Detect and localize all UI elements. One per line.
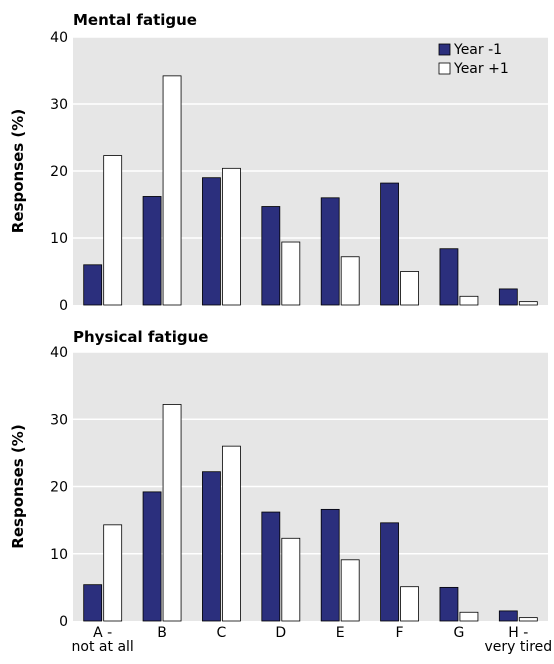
panel2-bar-year-plus1-2 — [222, 445, 241, 622]
panel1-legend-label-year-plus1: Year +1 — [453, 61, 509, 77]
panel2-category-label-0-line2: not at all — [72, 639, 134, 655]
panel2-ylabel: Responses (%) — [9, 424, 27, 548]
panel2-bar-year-plus1-5 — [400, 586, 419, 622]
panel1-bar-year-minus1-1 — [142, 196, 162, 306]
panel1-bar-year-plus1-0 — [103, 155, 123, 306]
panel2-category-label-6: G — [454, 625, 465, 641]
panel2-category-label-4: E — [336, 625, 345, 641]
panel2-category-label-0-line1: A - — [93, 625, 112, 641]
panel1-bar-year-plus1-1 — [162, 75, 182, 306]
panel1-bar-year-minus1-6 — [439, 248, 459, 306]
panel2-ytick-label-0: 0 — [59, 614, 68, 630]
panel1-bar-year-minus1-7 — [498, 288, 518, 306]
panel2-bar-year-minus1-0 — [83, 584, 103, 622]
panel1-bar-year-plus1-7 — [518, 301, 538, 306]
panel2-ytick-label-40: 40 — [50, 345, 68, 361]
panel2-ytick-label-10: 10 — [50, 547, 68, 563]
panel1-bar-year-minus1-2 — [202, 177, 221, 306]
panel1-bar-year-plus1-6 — [459, 295, 479, 306]
panel2-bar-year-plus1-3 — [281, 537, 301, 622]
panel2-bar-year-minus1-7 — [498, 610, 518, 622]
panel1-legend-label-year-minus1: Year -1 — [453, 42, 502, 58]
panel1-ytick-label-0: 0 — [59, 298, 68, 314]
panel2-category-label-1: B — [157, 625, 167, 641]
panel1-ytick-label-40: 40 — [50, 30, 68, 46]
panel1-ylabel: Responses (%) — [9, 109, 27, 233]
panel1-bar-year-plus1-3 — [281, 241, 301, 306]
panel2-category-label-7-line2: very tired — [484, 639, 552, 655]
panel2-bar-year-plus1-6 — [459, 611, 479, 622]
panel2-category-label-3: D — [275, 625, 286, 641]
panel1-bar-year-minus1-4 — [320, 197, 340, 306]
panel1-bar-year-minus1-0 — [83, 264, 103, 306]
panel1-ytick-label-30: 30 — [50, 97, 68, 113]
panel1-ytick-label-20: 20 — [50, 164, 68, 180]
panel2-ytick-label-30: 30 — [50, 412, 68, 428]
panel1-bar-year-plus1-4 — [340, 256, 360, 306]
panel2-bar-year-plus1-4 — [340, 559, 360, 622]
panel1-bar-year-plus1-2 — [222, 167, 241, 306]
panel1-title: Mental fatigue — [73, 11, 197, 29]
panel2-bar-year-plus1-7 — [518, 617, 538, 622]
panel2-category-label-2: C — [217, 625, 227, 641]
panel1-ytick-label-10: 10 — [50, 231, 68, 247]
panel1-legend-swatch-year-minus1 — [438, 43, 451, 56]
panel2-bar-year-plus1-0 — [103, 524, 123, 622]
panel2-ytick-label-20: 20 — [50, 480, 68, 496]
panel2-bar-year-minus1-6 — [439, 586, 459, 622]
panel2-bar-year-minus1-4 — [320, 508, 340, 622]
panel1-bar-year-plus1-5 — [400, 271, 419, 306]
panel2-category-label-5: F — [396, 625, 404, 641]
panel2-bar-year-plus1-1 — [162, 404, 182, 622]
panel2-bar-year-minus1-1 — [142, 491, 162, 622]
panel2-bar-year-minus1-2 — [202, 471, 221, 622]
panel1-bar-year-minus1-5 — [380, 182, 399, 306]
panel2-bar-year-minus1-5 — [380, 522, 399, 622]
panel2-category-label-7-line1: H - — [508, 625, 528, 641]
panel1-legend-swatch-year-plus1 — [438, 62, 451, 75]
panel1-bar-year-minus1-3 — [261, 206, 281, 306]
panel2-bar-year-minus1-3 — [261, 511, 281, 622]
panel2-title: Physical fatigue — [73, 328, 208, 346]
